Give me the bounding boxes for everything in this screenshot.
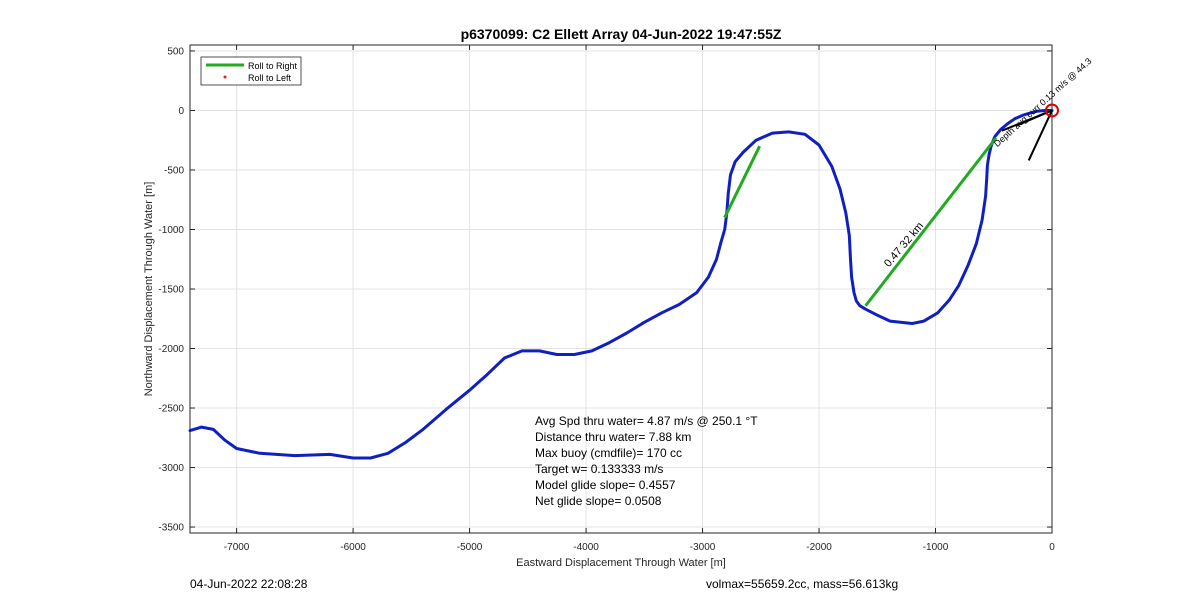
end-marker	[1045, 103, 1059, 118]
legend-roll-left-label: Roll to Left	[248, 73, 292, 83]
x-tick-label: 0	[1049, 542, 1055, 553]
x-tick-label: -4000	[573, 542, 599, 553]
x-tick-label: -5000	[457, 542, 483, 553]
stat-model-glide-slope: Model glide slope= 0.4557	[535, 478, 676, 492]
series	[188, 109, 1054, 460]
stat-net-glide-slope: Net glide slope= 0.0508	[535, 494, 662, 508]
chart-title: p6370099: C2 Ellett Array 04-Jun-2022 19…	[461, 26, 782, 42]
legend-roll-left-swatch	[223, 75, 227, 79]
stat-distance: Distance thru water= 7.88 km	[535, 430, 691, 444]
legend-box	[200, 56, 302, 86]
stats-text-block: Avg Spd thru water= 4.87 m/s @ 250.1 °T …	[535, 414, 758, 508]
x-tick-label: -1000	[923, 542, 949, 553]
x-tick-label: -3000	[690, 542, 716, 553]
x-tick-label: -7000	[224, 542, 250, 553]
y-tick-label: -3000	[158, 463, 184, 474]
y-tick-label: -2500	[158, 404, 184, 415]
y-tick-label: 500	[167, 46, 184, 57]
plot-frame	[189, 44, 1053, 534]
axis-ticks: -7000 -6000 -5000 -4000 -3000 -2000 -1000 0 500 0…	[158, 45, 1055, 553]
x-tick-label: -2000	[806, 542, 832, 553]
y-tick-label: -1000	[158, 225, 184, 236]
x-axis-label: Eastward Displacement Through Water [m]	[516, 557, 726, 569]
stat-max-buoy: Max buoy (cmdfile)= 170 cc	[535, 446, 682, 460]
y-axis-label: Northward Displacement Through Water [m]	[143, 182, 155, 397]
y-tick-label: -2000	[158, 344, 184, 355]
footer-timestamp: 04-Jun-2022 22:08:28	[190, 577, 308, 591]
roll-right-segment	[864, 136, 998, 307]
current-arrow	[1027, 110, 1053, 161]
legend-roll-right-label: Roll to Right	[248, 61, 298, 71]
y-tick-label: -3500	[158, 523, 184, 534]
y-tick-label: -500	[164, 165, 184, 176]
track-line	[188, 109, 1054, 460]
x-tick-label: -6000	[340, 542, 366, 553]
stat-avg-speed: Avg Spd thru water= 4.87 m/s @ 250.1 °T	[535, 414, 758, 428]
stat-target-w: Target w= 0.133333 m/s	[535, 462, 663, 476]
y-tick-label: -1500	[158, 285, 184, 296]
footer-volume-mass: volmax=55659.2cc, mass=56.613kg	[706, 577, 899, 591]
roll-right-segment	[723, 145, 761, 219]
y-tick-label: 0	[178, 106, 184, 117]
legend: Roll to Right Roll to Left	[200, 56, 302, 86]
